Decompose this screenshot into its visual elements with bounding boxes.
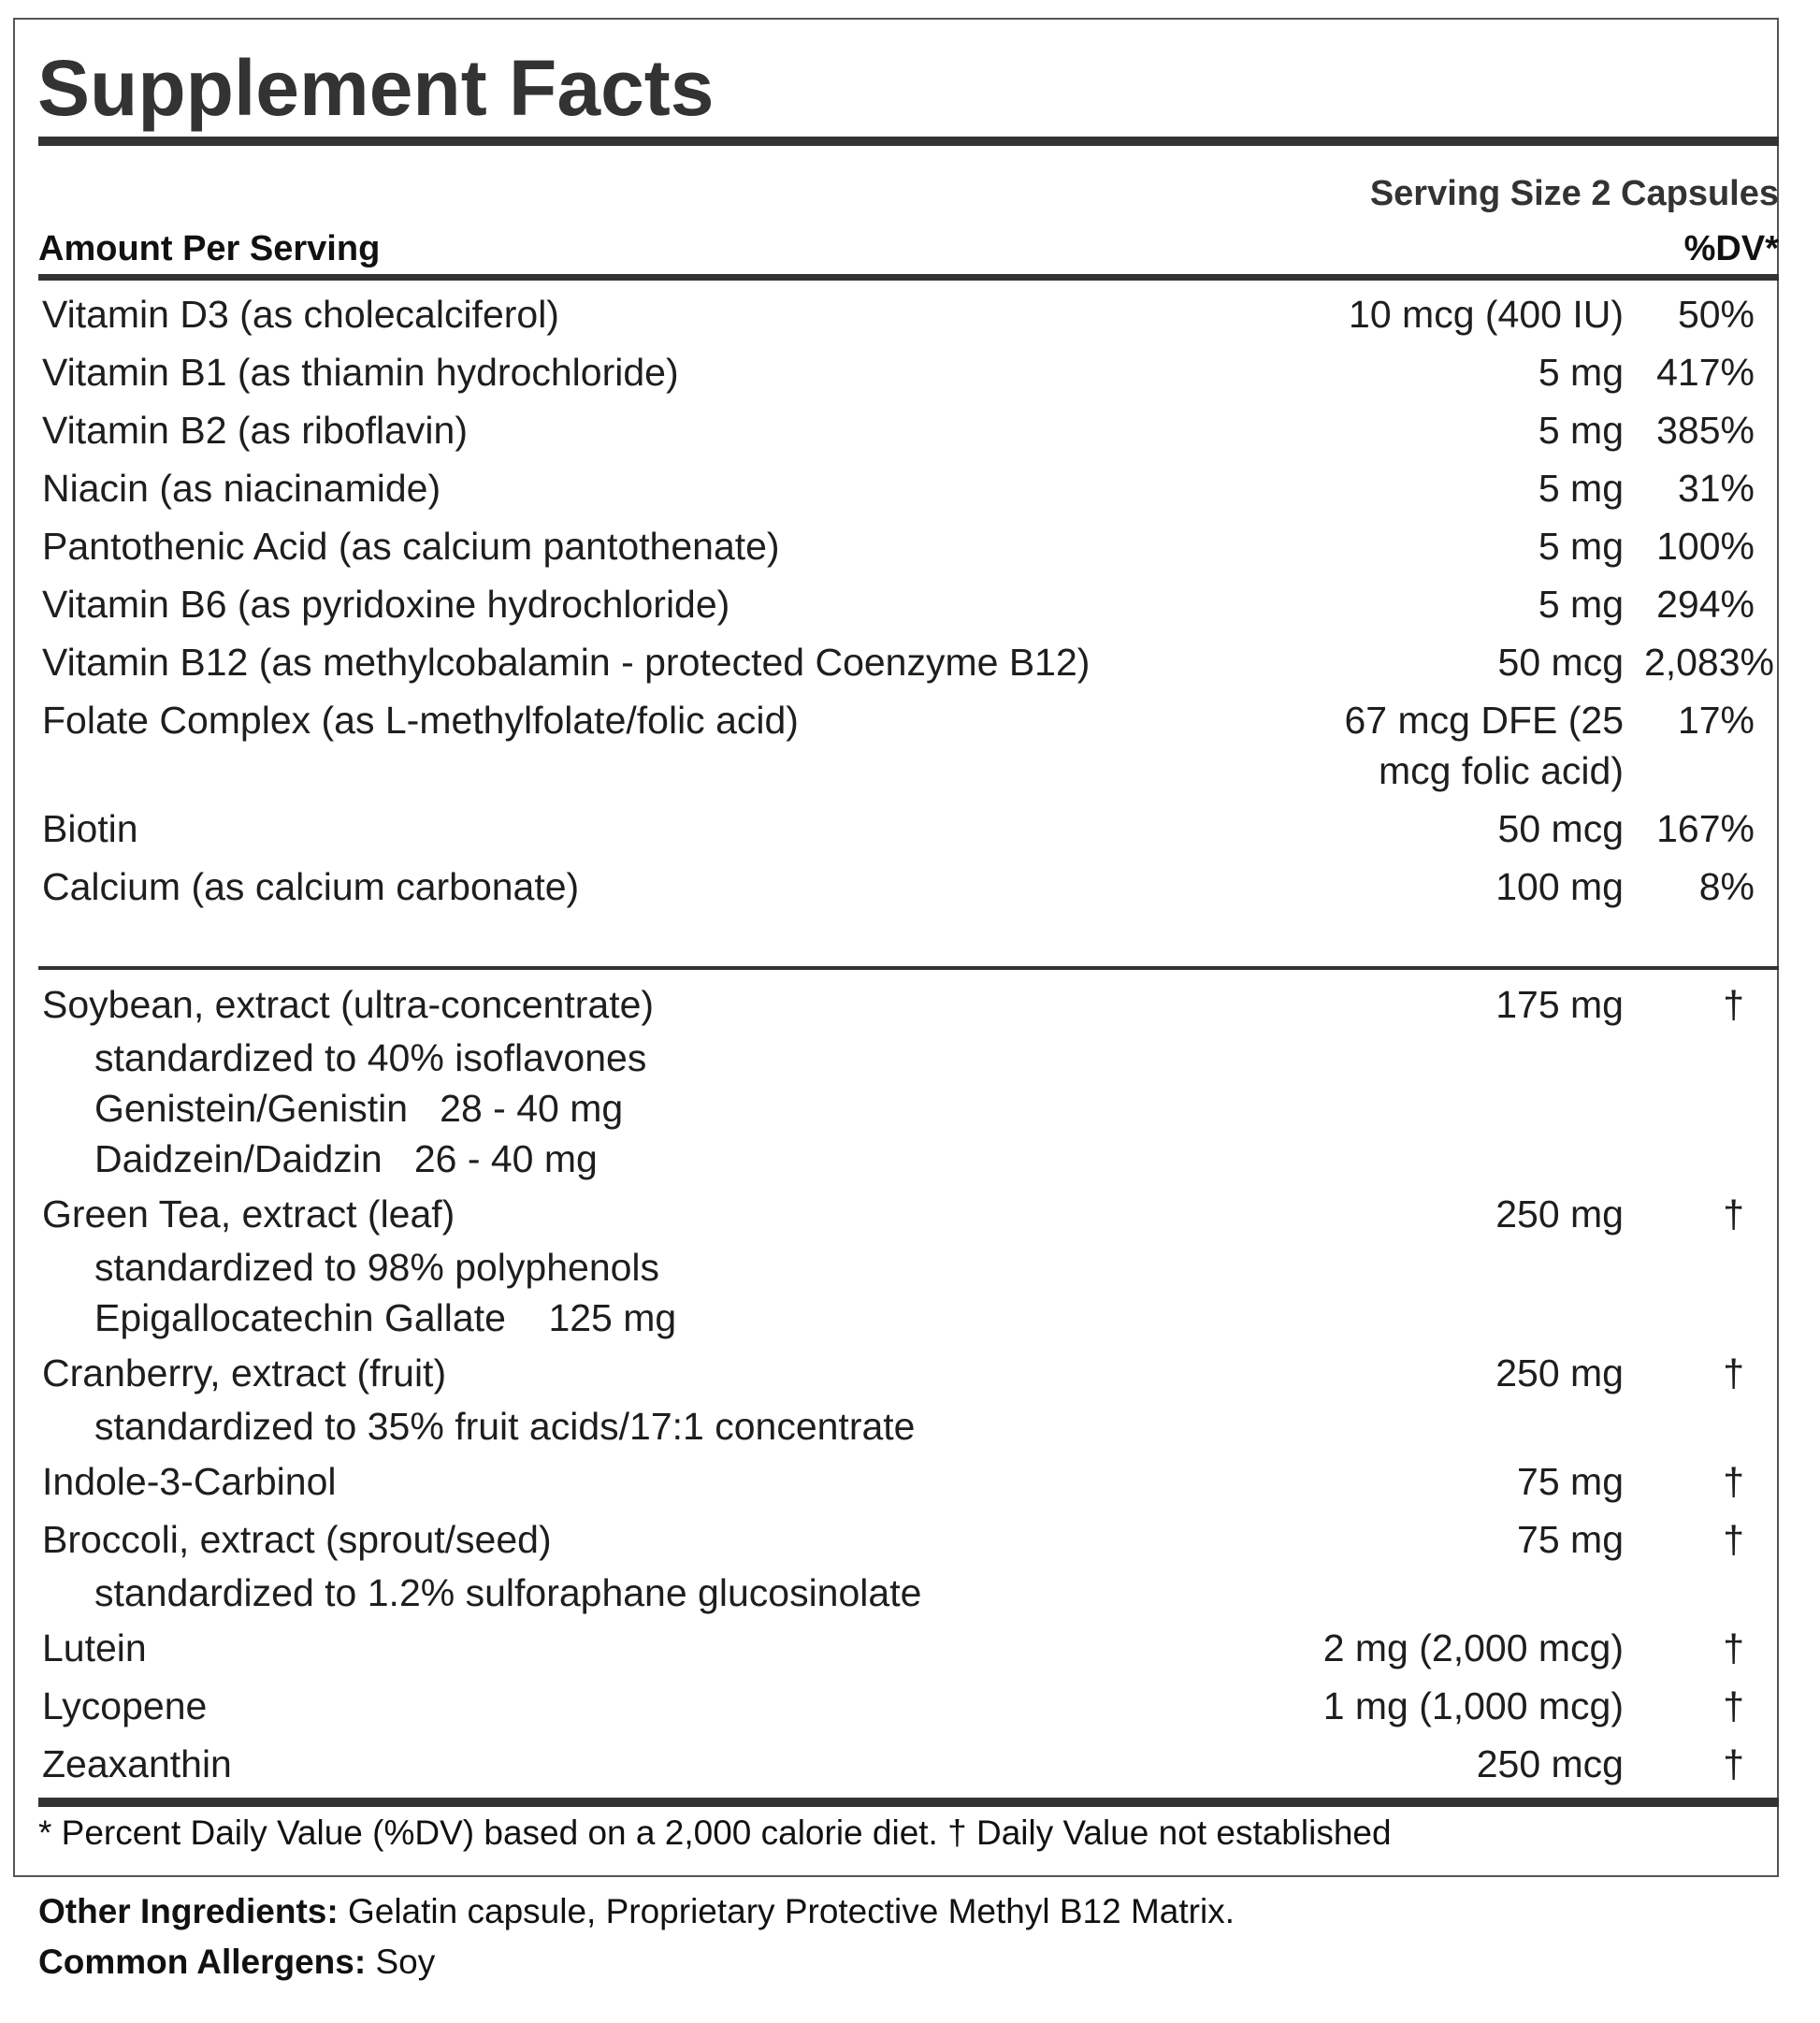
- nutrient-sub-line: standardized to 98% polyphenols: [94, 1246, 660, 1289]
- nutrient-dv: †: [1723, 1192, 1744, 1235]
- divider-header: [38, 274, 1779, 281]
- botanicals-section: Soybean, extract (ultra-concentrate) 175 …: [38, 975, 1779, 1793]
- serving-size: Serving Size 2 Capsules: [1369, 174, 1779, 213]
- nutrient-amount: 50 mcg: [1497, 807, 1624, 850]
- nutrient-dv: 17%: [1677, 699, 1755, 742]
- nutrient-dv: 294%: [1656, 583, 1755, 626]
- vitamins-section: Vitamin D3 (as cholecalciferol) 10 mcg (4…: [38, 285, 1779, 916]
- nutrient-row: Zeaxanthin 250 mcg †: [38, 1735, 1779, 1793]
- other-ingredients-label: Other Ingredients:: [38, 1892, 339, 1930]
- nutrient-dv: †: [1723, 1351, 1744, 1394]
- nutrient-sub-line: Daidzein/Daidzin 26 - 40 mg: [94, 1137, 598, 1180]
- nutrient-name: Lycopene: [42, 1684, 208, 1727]
- nutrient-dv: 417%: [1656, 351, 1755, 394]
- nutrient-row: Vitamin B6 (as pyridoxine hydrochloride)…: [38, 575, 1779, 633]
- nutrient-name: Niacin (as niacinamide): [42, 467, 441, 510]
- nutrient-amount: 67 mcg DFE (25 mcg folic acid): [1344, 699, 1625, 792]
- nutrient-dv: †: [1723, 983, 1744, 1026]
- nutrient-row: Niacin (as niacinamide) 5 mg 31%: [38, 459, 1779, 517]
- nutrient-dv: †: [1723, 1626, 1744, 1669]
- nutrient-row: Lycopene 1 mg (1,000 mcg) †: [38, 1677, 1779, 1735]
- nutrient-amount: 5 mg: [1538, 583, 1624, 626]
- nutrient-row: Calcium (as calcium carbonate) 100 mg 8%: [38, 858, 1779, 916]
- nutrient-row: Biotin 50 mcg 167%: [38, 800, 1779, 858]
- common-allergens-value: Soy: [366, 1943, 436, 1981]
- nutrient-name: Indole-3-Carbinol: [42, 1460, 337, 1503]
- nutrient-amount: 175 mg: [1495, 983, 1624, 1026]
- divider-section: [38, 966, 1779, 970]
- nutrient-dv: †: [1723, 1684, 1744, 1727]
- page-title: Supplement Facts: [37, 44, 715, 132]
- nutrient-name: Lutein: [42, 1626, 147, 1669]
- nutrient-sub-line: standardized to 40% isoflavones: [94, 1036, 647, 1079]
- nutrient-amount: 5 mg: [1538, 409, 1624, 452]
- nutrient-row: Lutein 2 mg (2,000 mcg) †: [38, 1619, 1779, 1677]
- nutrient-dv: †: [1723, 1460, 1744, 1503]
- amount-per-serving-header: Amount Per Serving: [38, 229, 381, 268]
- nutrient-name: Vitamin B6 (as pyridoxine hydrochloride): [42, 583, 730, 626]
- nutrient-amount: 250 mcg: [1476, 1742, 1624, 1785]
- nutrient-sub-line: Genistein/Genistin 28 - 40 mg: [94, 1087, 624, 1130]
- nutrient-row: Green Tea, extract (leaf) 250 mg †: [38, 1185, 1779, 1243]
- footnote: * Percent Daily Value (%DV) based on a 2…: [38, 1813, 1392, 1852]
- nutrient-amount: 10 mcg (400 IU): [1349, 293, 1624, 336]
- nutrient-dv: 31%: [1677, 467, 1755, 510]
- supplement-facts-panel: [13, 18, 1779, 1877]
- nutrient-name: Vitamin B12 (as methylcobalamin - protec…: [42, 641, 1091, 684]
- nutrient-name: Green Tea, extract (leaf): [42, 1192, 455, 1235]
- nutrient-amount: 5 mg: [1538, 525, 1624, 568]
- nutrient-amount: 250 mg: [1495, 1192, 1624, 1235]
- nutrient-row: Pantothenic Acid (as calcium pantothenat…: [38, 517, 1779, 575]
- divider-thick: [38, 137, 1779, 146]
- nutrient-row: Vitamin D3 (as cholecalciferol) 10 mcg (4…: [38, 285, 1779, 343]
- nutrient-amount: 1 mg (1,000 mcg): [1322, 1684, 1624, 1727]
- divider-bottom: [38, 1798, 1779, 1807]
- nutrient-name: Pantothenic Acid (as calcium pantothenat…: [42, 525, 780, 568]
- nutrient-dv: 385%: [1656, 409, 1755, 452]
- nutrient-row: Vitamin B2 (as riboflavin) 5 mg 385%: [38, 401, 1779, 459]
- nutrient-row: Broccoli, extract (sprout/seed) 75 mg †: [38, 1510, 1779, 1568]
- common-allergens: Common Allergens: Soy: [38, 1943, 435, 1982]
- nutrient-name: Vitamin B2 (as riboflavin): [42, 409, 468, 452]
- nutrient-sub-line: standardized to 35% fruit acids/17:1 con…: [94, 1405, 916, 1448]
- nutrient-name: Cranberry, extract (fruit): [42, 1351, 447, 1394]
- nutrient-row: Cranberry, extract (fruit) 250 mg †: [38, 1344, 1779, 1402]
- nutrient-amount: 250 mg: [1495, 1351, 1624, 1394]
- common-allergens-label: Common Allergens:: [38, 1943, 367, 1981]
- other-ingredients-value: Gelatin capsule, Proprietary Protective …: [338, 1892, 1235, 1930]
- nutrient-name: Biotin: [42, 807, 138, 850]
- nutrient-row: Vitamin B12 (as methylcobalamin - protec…: [38, 633, 1779, 691]
- nutrient-sub-line: Epigallocatechin Gallate 125 mg: [94, 1296, 677, 1339]
- nutrient-dv: 8%: [1698, 865, 1755, 908]
- nutrient-amount: 5 mg: [1538, 467, 1624, 510]
- nutrient-name: Vitamin D3 (as cholecalciferol): [42, 293, 559, 336]
- nutrient-name: Calcium (as calcium carbonate): [42, 865, 580, 908]
- nutrient-name: Zeaxanthin: [42, 1742, 232, 1785]
- dv-header: %DV*: [1683, 229, 1779, 268]
- nutrient-dv: 100%: [1656, 525, 1755, 568]
- nutrient-row: Folate Complex (as L-methylfolate/folic …: [38, 691, 1779, 800]
- nutrient-dv: 50%: [1677, 293, 1755, 336]
- nutrient-name: Soybean, extract (ultra-concentrate): [42, 983, 655, 1026]
- nutrient-amount: 5 mg: [1538, 351, 1624, 394]
- nutrient-amount: 50 mcg: [1497, 641, 1624, 684]
- nutrient-name: Vitamin B1 (as thiamin hydrochloride): [42, 351, 679, 394]
- nutrient-dv: 167%: [1656, 807, 1755, 850]
- nutrient-amount: 75 mg: [1517, 1518, 1624, 1561]
- nutrient-dv: †: [1723, 1518, 1744, 1561]
- nutrient-row: Indole-3-Carbinol 75 mg †: [38, 1452, 1779, 1510]
- nutrient-row: Soybean, extract (ultra-concentrate) 175 …: [38, 975, 1779, 1033]
- nutrient-row: Vitamin B1 (as thiamin hydrochloride) 5 m…: [38, 343, 1779, 401]
- nutrient-amount: 100 mg: [1495, 865, 1624, 908]
- other-ingredients: Other Ingredients: Gelatin capsule, Prop…: [38, 1892, 1235, 1931]
- nutrient-dv: 2,083%: [1643, 641, 1774, 684]
- nutrient-amount: 2 mg (2,000 mcg): [1322, 1626, 1624, 1669]
- nutrient-sub-line: standardized to 1.2% sulforaphane glucos…: [94, 1571, 922, 1614]
- nutrient-amount: 75 mg: [1517, 1460, 1624, 1503]
- nutrient-name: Broccoli, extract (sprout/seed): [42, 1518, 552, 1561]
- nutrient-dv: †: [1723, 1742, 1744, 1785]
- nutrient-name: Folate Complex (as L-methylfolate/folic …: [42, 699, 799, 742]
